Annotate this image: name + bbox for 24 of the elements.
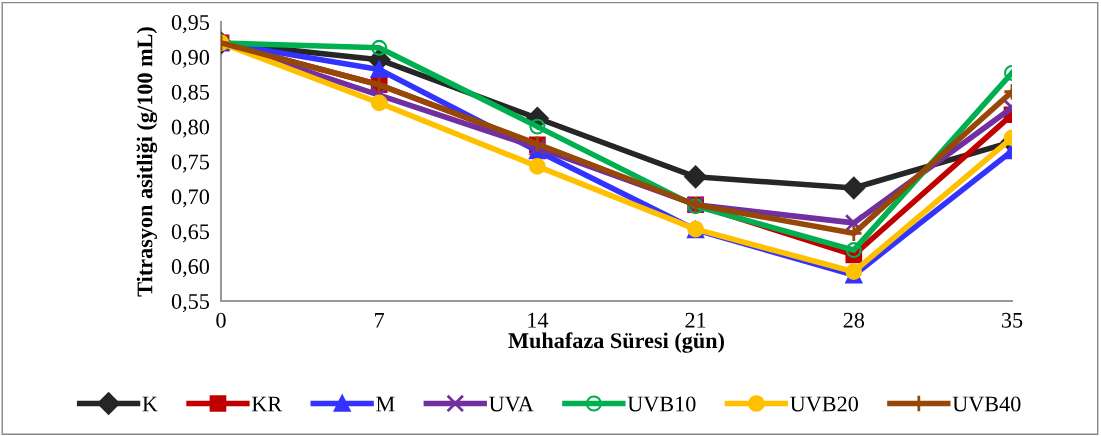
y-axis-title: Titrasyon asitliği (g/100 mL) <box>136 27 158 297</box>
x-tick-label: 21 <box>685 312 706 328</box>
y-tick-label: 0,95 <box>171 14 210 34</box>
y-tick-label: 0,75 <box>171 154 210 173</box>
y-tick-label: 0,80 <box>171 119 210 138</box>
legend-label: UVB40 <box>952 396 1021 412</box>
x-tick-label: 35 <box>1001 312 1023 328</box>
legend-label: UVB20 <box>790 396 858 412</box>
legend-label: M <box>376 396 395 412</box>
legend-label: UVA <box>489 396 534 412</box>
x-tick-label: 7 <box>375 312 385 328</box>
y-tick-label: 0,55 <box>171 293 210 313</box>
legend-label: KR <box>251 396 283 412</box>
y-tick-label: 0,90 <box>171 49 210 68</box>
legend-label: K <box>142 396 158 412</box>
x-tick-label: 0 <box>216 312 226 328</box>
x-tick-label: 14 <box>528 312 549 328</box>
legend-label: UVB10 <box>627 396 696 412</box>
y-tick-label: 0,70 <box>171 189 210 208</box>
y-tick-label: 0,85 <box>171 84 210 103</box>
x-axis-title: Muhafaza Süresi (gün) <box>508 332 724 353</box>
y-tick-label: 0,65 <box>171 224 210 243</box>
x-tick-label: 28 <box>843 312 865 328</box>
y-tick-label: 0,60 <box>171 259 210 278</box>
